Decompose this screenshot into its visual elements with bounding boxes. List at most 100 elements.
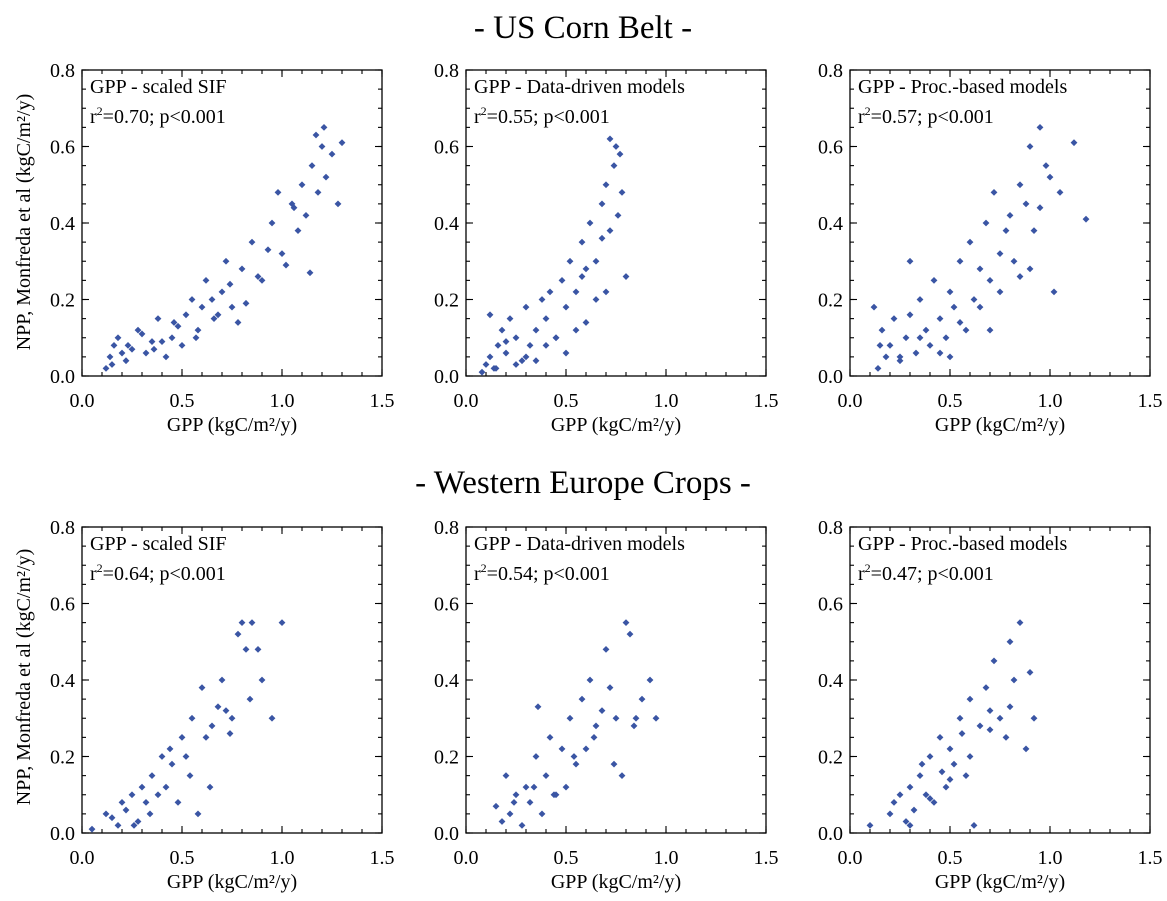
- row-title-western-europe-crops: - Western Europe Crops -: [415, 465, 751, 501]
- data-point: [248, 238, 256, 246]
- data-point: [990, 189, 998, 196]
- data-point: [182, 311, 190, 319]
- data-point: [88, 825, 96, 833]
- panel-title: GPP - Proc.-based models: [858, 533, 1067, 555]
- data-point: [1010, 257, 1018, 265]
- data-point: [930, 276, 938, 284]
- data-point: [314, 189, 322, 196]
- data-point: [108, 361, 116, 368]
- x-axis-label: GPP (kgC/m²/y): [167, 871, 297, 893]
- data-point: [876, 342, 884, 349]
- x-axis-label: GPP (kgC/m²/y): [167, 414, 297, 436]
- x-axis-label: GPP (kgC/m²/y): [551, 871, 681, 893]
- data-point: [142, 799, 150, 806]
- data-point: [550, 791, 558, 799]
- y-tick-label: 0.4: [818, 213, 843, 235]
- data-point: [970, 821, 978, 829]
- data-point: [134, 326, 142, 334]
- y-tick-label: 0.4: [50, 670, 75, 692]
- data-point: [142, 349, 150, 357]
- data-point: [946, 353, 954, 361]
- data-point: [538, 810, 546, 818]
- data-point: [234, 630, 242, 638]
- data-point: [510, 799, 518, 806]
- y-tick-label: 0.4: [818, 670, 843, 692]
- data-point: [486, 311, 494, 319]
- y-tick-label: 0.2: [818, 290, 843, 312]
- x-tick-label: 0.5: [938, 847, 963, 869]
- data-point: [618, 772, 626, 780]
- data-point: [582, 319, 590, 326]
- data-point: [976, 265, 984, 273]
- data-point: [906, 783, 914, 791]
- data-point: [578, 273, 586, 280]
- data-point: [578, 238, 586, 246]
- data-point: [502, 338, 510, 345]
- r2-stat-label: r2=0.55; p<0.001: [474, 104, 610, 128]
- data-point: [170, 319, 178, 326]
- y-tick-label: 0.6: [818, 594, 843, 616]
- y-tick-label: 0.0: [50, 823, 75, 845]
- data-point: [128, 791, 136, 799]
- data-point: [318, 143, 326, 150]
- data-point: [612, 714, 620, 722]
- scatter-panel-6: 0.0 0.2 0.4 0.6 0.8 0.0 0.5 1.0 1.5 GPP (kgC/m²/y…: [818, 517, 1163, 893]
- data-point: [506, 810, 514, 818]
- data-point: [632, 714, 640, 722]
- scatter-panel-2: 0.0 0.2 0.4 0.6 0.8 0.0 0.5 1.0 1.5 GPP (kgC/m²/y…: [434, 60, 779, 436]
- data-point: [294, 227, 302, 235]
- data-point: [966, 238, 974, 246]
- data-point: [146, 810, 154, 818]
- data-point: [210, 315, 218, 323]
- data-point: [1042, 162, 1050, 170]
- data-point: [562, 349, 570, 357]
- data-point: [1016, 273, 1024, 280]
- data-point: [278, 250, 286, 257]
- data-point: [512, 334, 520, 342]
- data-point: [178, 342, 186, 349]
- data-point: [572, 326, 580, 334]
- data-point: [174, 322, 182, 330]
- data-point: [936, 733, 944, 741]
- data-point: [258, 676, 266, 684]
- data-point: [498, 326, 506, 334]
- data-point: [962, 772, 970, 780]
- data-point: [1036, 123, 1044, 131]
- data-point: [882, 353, 890, 361]
- y-axis-label-row-2: NPP, Monfreda et al (kgC/m²/y): [13, 549, 35, 806]
- data-point: [606, 135, 614, 143]
- data-point: [308, 162, 316, 170]
- data-point: [606, 684, 614, 692]
- data-point: [158, 753, 166, 760]
- data-point: [264, 246, 272, 254]
- data-point: [542, 772, 550, 780]
- data-point: [986, 707, 994, 714]
- data-point: [996, 714, 1004, 722]
- data-point: [986, 726, 994, 734]
- data-point: [1006, 703, 1014, 711]
- x-tick-label: 1.0: [654, 390, 679, 412]
- data-point: [546, 733, 554, 741]
- data-point: [638, 695, 646, 703]
- data-point: [896, 357, 904, 365]
- data-point: [168, 760, 176, 768]
- y-tick-label: 0.8: [434, 517, 459, 539]
- data-point: [128, 345, 136, 353]
- x-tick-label: 1.0: [1038, 847, 1063, 869]
- x-tick-label: 1.0: [270, 847, 295, 869]
- x-tick-label: 0.5: [170, 847, 195, 869]
- data-point: [956, 319, 964, 326]
- x-tick-label: 1.5: [1138, 390, 1163, 412]
- y-tick-label: 0.6: [50, 137, 75, 159]
- scatter-panel-3: 0.0 0.2 0.4 0.6 0.8 0.0 0.5 1.0 1.5 GPP (kgC/m²/y…: [818, 60, 1163, 436]
- scatter-panel-1: 0.0 0.2 0.4 0.6 0.8 0.0 0.5 1.0 1.5 GPP (kgC/m²/y…: [50, 60, 395, 436]
- x-tick-label: 0.5: [938, 390, 963, 412]
- data-point: [922, 326, 930, 334]
- data-point: [896, 353, 904, 361]
- data-point: [916, 296, 924, 303]
- data-point: [150, 345, 158, 353]
- x-tick-label: 0.5: [170, 390, 195, 412]
- r2-stat-label: r2=0.54; p<0.001: [474, 561, 610, 585]
- data-point: [592, 722, 600, 730]
- data-point: [1026, 143, 1034, 150]
